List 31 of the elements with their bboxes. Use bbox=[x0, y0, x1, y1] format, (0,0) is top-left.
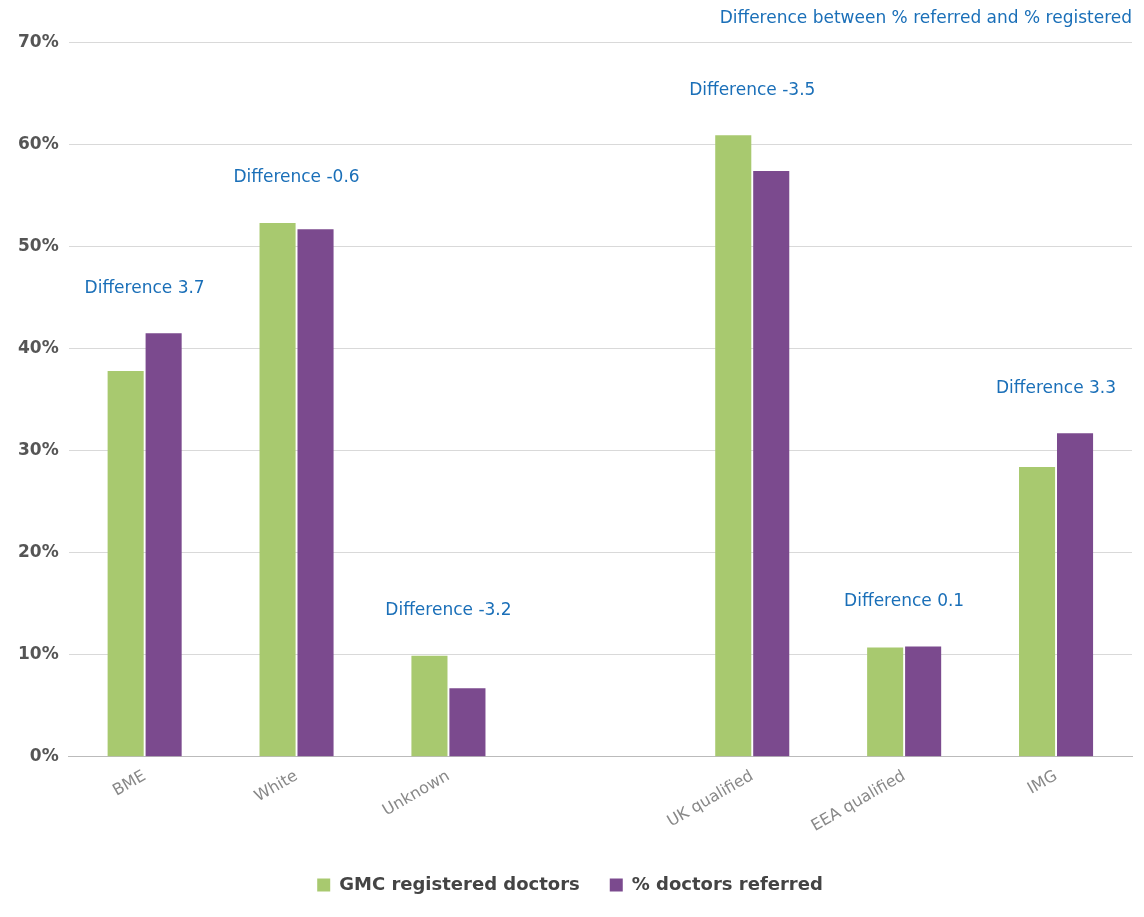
bar bbox=[753, 170, 790, 757]
legend-label: % doctors referred bbox=[631, 872, 823, 894]
x-tick-label: BME bbox=[109, 765, 149, 800]
y-tick-label: 70% bbox=[17, 30, 59, 51]
bar bbox=[449, 688, 486, 757]
legend-label: GMC registered doctors bbox=[339, 872, 580, 894]
bar bbox=[259, 223, 296, 757]
bar bbox=[297, 229, 334, 757]
annotation: Difference -3.5 bbox=[689, 78, 816, 99]
bar bbox=[1057, 433, 1094, 757]
bar bbox=[905, 646, 942, 757]
annotation: Difference 3.3 bbox=[996, 376, 1117, 397]
y-tick-label: 20% bbox=[17, 541, 59, 562]
y-tick-label: 10% bbox=[17, 643, 59, 664]
x-tick-label: IMG bbox=[1023, 765, 1061, 798]
annotation: Difference -3.2 bbox=[385, 599, 512, 620]
bar bbox=[145, 333, 182, 757]
bar bbox=[411, 655, 448, 757]
bar bbox=[107, 370, 144, 757]
annotation: Difference 3.7 bbox=[84, 276, 205, 297]
annotation: Difference -0.6 bbox=[233, 166, 360, 187]
y-tick-label: 50% bbox=[17, 234, 59, 255]
y-tick-label: 0% bbox=[29, 745, 59, 766]
bar bbox=[867, 647, 904, 757]
bar bbox=[715, 135, 752, 757]
y-tick-label: 40% bbox=[17, 336, 59, 357]
y-tick-label: 60% bbox=[17, 132, 59, 153]
bar bbox=[1019, 466, 1056, 757]
y-tick-label: 30% bbox=[17, 439, 59, 459]
chart-subtitle: Difference between % referred and % registered bbox=[719, 6, 1132, 27]
annotation: Difference 0.1 bbox=[844, 589, 965, 610]
